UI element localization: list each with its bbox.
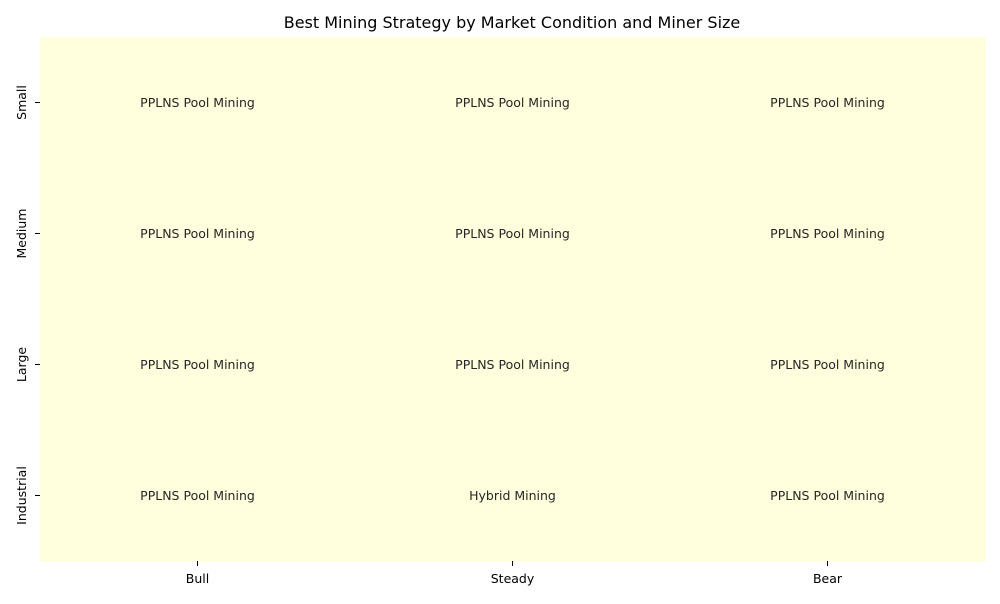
heatmap-cell — [40, 37, 356, 169]
cell-label: PPLNS Pool Mining — [770, 95, 885, 110]
cell-label: PPLNS Pool Mining — [140, 226, 255, 241]
cell-label: PPLNS Pool Mining — [140, 357, 255, 372]
heatmap-cell — [670, 430, 986, 562]
y-axis: Small Medium Large Industrial — [14, 85, 40, 525]
cell-label: PPLNS Pool Mining — [770, 357, 885, 372]
heatmap-cell — [355, 430, 671, 562]
heatmap-cell — [355, 168, 671, 300]
cell-label: PPLNS Pool Mining — [140, 488, 255, 503]
chart-title: Best Mining Strategy by Market Condition… — [284, 13, 741, 32]
heatmap-cell — [40, 168, 356, 300]
heatmap-cell — [355, 37, 671, 169]
cell-labels: PPLNS Pool Mining PPLNS Pool Mining PPLNS … — [140, 95, 885, 503]
heatmap-cell — [355, 299, 671, 431]
cell-label: PPLNS Pool Mining — [140, 95, 255, 110]
x-tick-label: Bear — [813, 571, 843, 586]
y-tick-label: Industrial — [14, 466, 29, 525]
x-tick-label: Bull — [186, 571, 209, 586]
y-tick-label: Medium — [14, 209, 29, 259]
cell-label: PPLNS Pool Mining — [770, 488, 885, 503]
cell-label: Hybrid Mining — [469, 488, 556, 503]
y-tick-label: Small — [14, 85, 29, 120]
x-axis: Bull Steady Bear — [186, 561, 843, 586]
heatmap-cell — [670, 168, 986, 300]
x-tick-label: Steady — [491, 571, 535, 586]
cell-label: PPLNS Pool Mining — [455, 95, 570, 110]
cell-label: PPLNS Pool Mining — [455, 357, 570, 372]
heatmap-cells — [40, 37, 986, 562]
heatmap-cell — [40, 299, 356, 431]
cell-label: PPLNS Pool Mining — [770, 226, 885, 241]
heatmap-cell — [670, 37, 986, 169]
heatmap-cell — [40, 430, 356, 562]
heatmap-cell — [670, 299, 986, 431]
y-tick-label: Large — [14, 347, 29, 382]
cell-label: PPLNS Pool Mining — [455, 226, 570, 241]
